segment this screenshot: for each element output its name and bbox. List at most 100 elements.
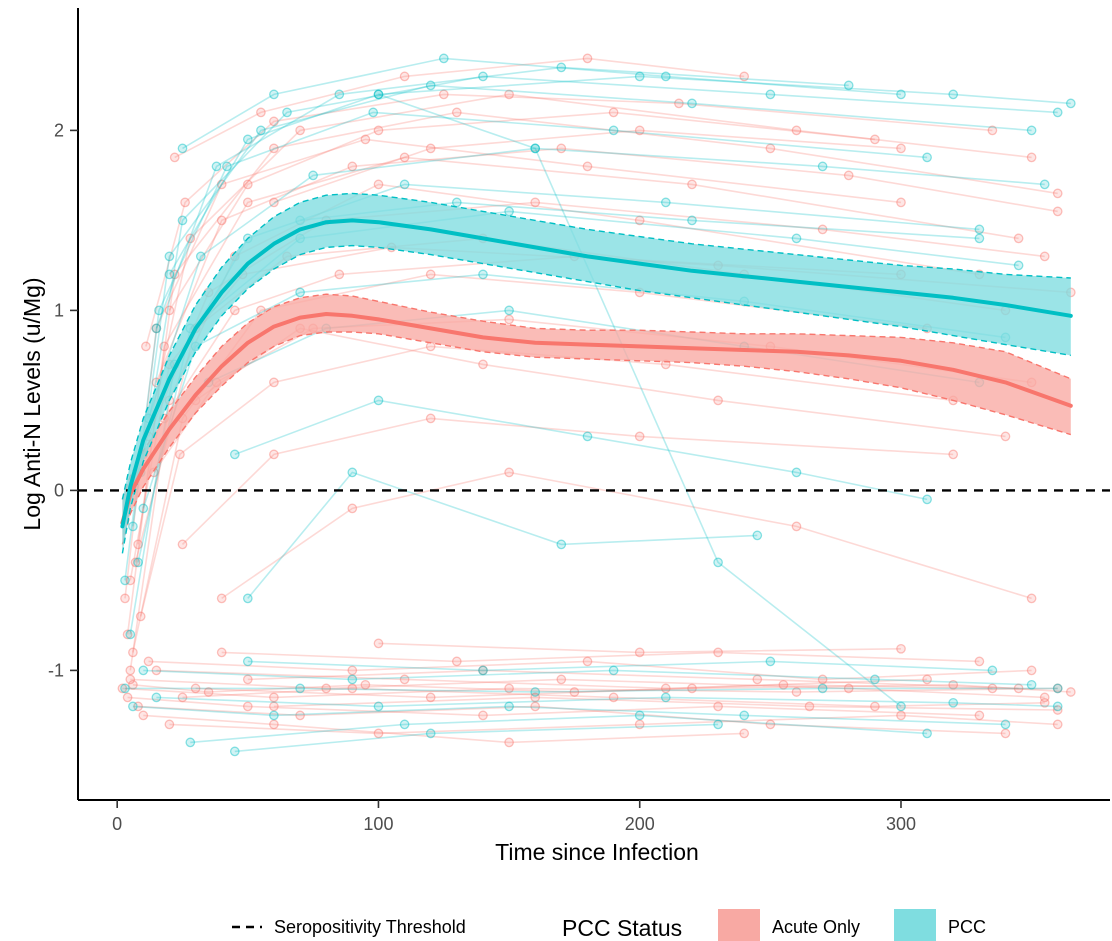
trajectory-point [229,305,240,316]
trajectory-point [242,134,253,145]
trajectory-point [634,710,645,721]
trajectory-acute_low-14 [378,642,902,654]
x-tick-label: 200 [625,814,655,834]
trajectory-point [373,701,384,712]
trajectory-point [504,89,514,100]
trajectory-point [399,71,410,82]
trajectory-point [216,215,227,226]
trajectory-point [399,179,410,190]
trajectory-point [195,251,206,262]
trajectory-pcc_high-12 [247,471,758,599]
trajectory-point [1065,98,1076,109]
trajectory-acute_high-17 [221,471,1032,600]
trajectory-pcc_low-1 [143,669,1032,686]
trajectory-point [399,719,410,730]
individual-trajectories [117,53,1076,757]
trajectory-point [582,161,593,172]
trajectory-point [752,530,763,541]
trajectory-point [922,728,932,739]
trajectory-pcc_high-0 [124,111,928,581]
y-tick-label: -1 [48,660,64,680]
trajectory-point [870,674,880,685]
trajectory-point [1026,152,1037,163]
mean-curves [120,218,1073,529]
x-tick-label: 100 [363,814,393,834]
trajectory-point [269,719,279,730]
trajectory-point [203,687,214,697]
trajectory-point [1052,701,1063,712]
ribbon-upper-1 [121,192,1071,500]
trajectory-point [334,89,345,100]
mean-curve-acute-only [120,312,1073,525]
trajectory-point [229,449,240,460]
trajectory-point [451,107,462,118]
trajectory-point [870,134,880,145]
trajectory-point [373,395,384,406]
trajectory-point [1039,179,1050,190]
trajectory-point [425,692,436,703]
trajectory-point [269,116,279,127]
trajectory-pcc_high-5 [155,66,849,329]
trajectory-point [130,557,141,568]
trajectory-point [151,323,162,334]
confidence-ribbons [121,192,1072,554]
trajectory-point [185,233,196,244]
trajectory-point [1039,697,1050,708]
trajectory-point [478,665,488,676]
trajectory-point [242,701,253,712]
trajectory-point [122,629,133,640]
trajectory-point [817,224,828,235]
trajectory-point [143,656,154,667]
trajectory-point [256,125,266,136]
trajectory-point [269,692,279,703]
trajectory-point [242,197,253,208]
trajectory-point [896,701,906,712]
trajectory-point [556,143,567,154]
trajectory-point [347,467,358,478]
trajectory-point [713,557,723,568]
trajectory-point [556,62,567,73]
trajectory-point [133,539,143,550]
trajectory-point [660,692,671,703]
trajectory-point [347,161,358,172]
trajectory-point [399,152,410,163]
trajectory-point [713,719,723,730]
trajectory-point [556,674,567,685]
trajectory-point [177,143,188,154]
trajectory-point [373,728,384,739]
trajectory-point [438,89,449,100]
x-tick-label: 300 [886,814,916,834]
trajectory-acute_low-4 [127,696,980,717]
trajectory-point [438,53,449,64]
trajectory-point [948,449,959,460]
trajectory-point [133,701,143,712]
trajectory-acute_high-15 [181,417,954,545]
trajectory-point [608,665,619,676]
trajectory-acute_high-2 [137,111,1058,545]
trajectory-acute_high-10 [168,111,875,311]
trajectory-point [120,575,130,586]
trajectory-pcc_low-2 [132,705,1006,726]
y-axis-title: Log Anti-N Levels (u/Mg) [19,277,45,530]
trajectory-point [295,683,305,694]
trajectory-point [177,692,188,703]
legend-label-acute-only: Acute Only [772,917,860,937]
trajectory-point [504,683,514,694]
trajectory-point [269,143,279,154]
trajectory-point [504,737,514,748]
trajectory-point [1052,107,1063,118]
trajectory-acute_low-11 [247,669,1019,690]
trajectory-point [242,656,253,667]
trajectory-point [791,125,802,136]
trajectory-point [451,197,462,208]
trajectory-acute_high-18 [174,57,745,159]
trajectory-point [138,710,149,721]
trajectory-point [478,710,488,721]
trajectory-point [177,539,188,550]
trajectory-point [321,683,332,694]
trajectory-point [1026,593,1037,604]
trajectory-point [530,701,541,712]
trajectory-point [504,467,514,478]
legend-threshold-label: Seropositivity Threshold [274,917,466,937]
trajectory-pcc_low-5 [156,696,1058,708]
